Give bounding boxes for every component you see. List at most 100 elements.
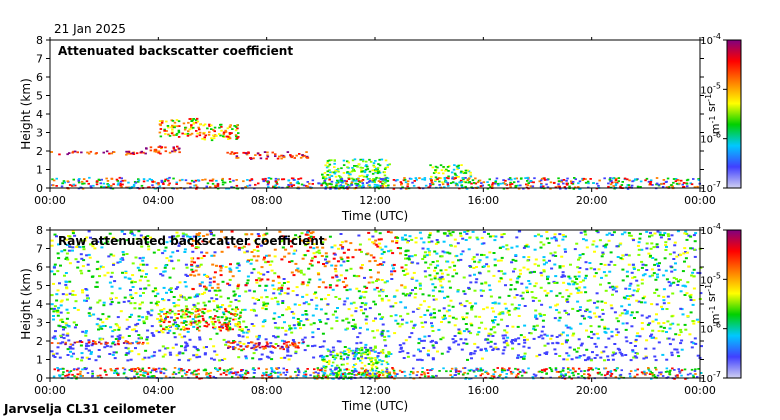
heat-cell <box>261 345 264 348</box>
noise-cell <box>281 302 285 304</box>
heat-cell <box>413 180 416 182</box>
noise-cell <box>164 246 168 249</box>
noise-cell <box>439 280 443 283</box>
heat-cell <box>352 178 355 181</box>
noise-cell <box>464 239 468 241</box>
heat-cell <box>330 175 333 177</box>
noise-cell <box>662 302 666 305</box>
heat-cell <box>464 169 468 172</box>
noise-cell <box>118 334 122 337</box>
noise-cell <box>502 349 506 352</box>
heat-cell <box>573 177 576 179</box>
noise-cell <box>618 314 622 317</box>
noise-cell <box>371 281 375 284</box>
noise-cell <box>95 323 99 326</box>
noise-cell <box>95 268 99 271</box>
heat-cell <box>412 184 416 187</box>
noise-cell <box>184 263 188 266</box>
noise-cell <box>423 254 427 257</box>
heat-cell <box>326 377 329 380</box>
noise-cell <box>244 355 248 358</box>
noise-cell <box>611 288 615 291</box>
heat-cell <box>205 325 209 328</box>
noise-cell <box>649 247 653 250</box>
noise-cell <box>80 239 84 242</box>
noise-cell <box>311 331 315 334</box>
heat-cell <box>271 151 274 154</box>
noise-cell <box>534 316 537 319</box>
noise-cell <box>110 271 114 274</box>
heat-cell <box>132 185 136 188</box>
heat-cell <box>451 177 454 180</box>
heat-cell <box>186 132 190 135</box>
noise-cell <box>484 338 488 341</box>
noise-cell <box>237 334 241 337</box>
noise-cell <box>137 353 141 356</box>
heat-cell <box>119 182 122 185</box>
heat-cell <box>362 351 365 354</box>
heat-cell <box>217 133 221 135</box>
noise-cell <box>513 308 517 311</box>
noise-cell <box>169 291 173 293</box>
heat-cell <box>334 170 337 173</box>
heat-cell <box>340 185 343 188</box>
noise-cell <box>281 314 285 317</box>
noise-cell <box>488 251 492 254</box>
heat-cell <box>184 310 188 312</box>
noise-cell <box>349 302 353 305</box>
heat-cell <box>372 179 376 182</box>
heat-cell <box>367 357 370 359</box>
noise-cell <box>267 254 271 257</box>
noise-cell <box>189 320 193 323</box>
noise-cell <box>224 343 228 346</box>
heat-cell <box>510 183 514 185</box>
noise-cell <box>376 355 380 358</box>
noise-cell <box>208 240 212 243</box>
noise-cell <box>487 265 490 268</box>
heat-cell <box>227 311 231 313</box>
heat-cell <box>277 178 280 181</box>
noise-cell <box>133 307 137 310</box>
noise-cell <box>357 275 361 278</box>
noise-cell <box>269 342 273 345</box>
heat-cell <box>445 168 448 171</box>
noise-cell <box>70 355 74 358</box>
noise-cell <box>470 324 474 327</box>
heat-cell <box>505 373 508 375</box>
heat-cell <box>146 186 150 189</box>
heat-cell <box>334 357 338 359</box>
noise-cell <box>142 320 146 323</box>
noise-cell <box>628 295 632 298</box>
heat-cell <box>561 374 564 377</box>
noise-cell <box>438 276 442 279</box>
heat-cell <box>454 177 457 179</box>
noise-cell <box>125 327 129 330</box>
heat-cell <box>165 316 168 319</box>
heat-cell <box>393 372 397 375</box>
noise-cell <box>375 280 378 282</box>
noise-cell <box>568 326 572 329</box>
noise-cell <box>561 274 565 277</box>
heat-cell <box>172 146 175 149</box>
heat-cell <box>316 368 320 371</box>
noise-cell <box>112 254 116 257</box>
noise-cell <box>199 263 203 266</box>
heat-cell <box>238 323 241 326</box>
noise-cell <box>661 353 665 356</box>
heat-cell <box>392 188 396 190</box>
noise-cell <box>124 272 128 274</box>
heat-cell <box>519 184 522 187</box>
heat-cell <box>434 179 437 182</box>
heat-cell <box>278 371 282 374</box>
noise-cell <box>492 252 496 254</box>
noise-cell <box>141 256 145 259</box>
noise-cell <box>418 358 422 361</box>
noise-cell <box>583 317 586 320</box>
noise-cell <box>475 253 479 256</box>
noise-cell <box>59 342 63 345</box>
heat-cell <box>521 369 525 372</box>
noise-cell <box>219 239 223 242</box>
noise-cell <box>521 291 525 294</box>
heat-cell <box>603 177 606 180</box>
noise-cell <box>694 232 698 235</box>
